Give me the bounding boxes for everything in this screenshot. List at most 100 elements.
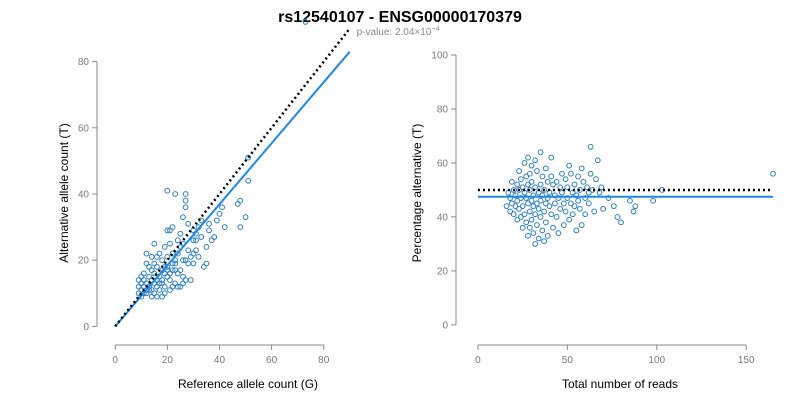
left-data-point	[174, 270, 181, 277]
right-data-point	[575, 173, 581, 180]
right-data-point	[630, 208, 637, 215]
right-data-point	[537, 197, 544, 204]
left-data-point	[206, 220, 212, 227]
right-data-point	[584, 184, 590, 191]
left-x-tick-label: 80	[318, 355, 330, 366]
right-data-point	[539, 192, 546, 199]
right-data-point	[530, 203, 537, 210]
left-y-tick-label: 80	[78, 57, 90, 68]
left-data-point	[148, 267, 155, 274]
right-data-point	[512, 203, 519, 210]
right-data-point	[526, 208, 533, 215]
right-data-point	[573, 227, 580, 234]
left-data-point	[221, 224, 228, 230]
right-data-point	[559, 189, 565, 196]
right-data-point	[516, 187, 522, 193]
right-data-point	[580, 178, 587, 185]
left-data-point	[138, 273, 145, 280]
left-data-point	[198, 217, 205, 224]
left-data-point	[174, 237, 181, 244]
left-data-point	[164, 227, 171, 234]
right-data-point	[544, 195, 551, 201]
right-data-point	[587, 143, 594, 150]
right-data-point	[618, 219, 624, 226]
left-data-point	[213, 217, 220, 224]
right-data-point	[519, 203, 526, 210]
right-data-point	[559, 170, 565, 177]
right-data-point	[551, 200, 558, 207]
left-y-tick-label: 40	[78, 190, 90, 201]
left-data-point	[174, 250, 181, 257]
left-data-point	[138, 280, 145, 287]
right-data-point	[537, 214, 544, 220]
left-data-point	[159, 280, 166, 287]
right-data-point	[542, 219, 549, 226]
right-data-point	[503, 203, 510, 210]
left-data-point	[185, 220, 192, 227]
right-data-point	[555, 195, 562, 201]
left-data-point	[200, 263, 207, 270]
left-panel: Reference allele count (G) Alternative a…	[57, 19, 351, 391]
left-data-point	[172, 260, 179, 267]
right-y-tick-label: 100	[431, 51, 448, 62]
right-data-point	[509, 200, 515, 207]
left-y-tick-label: 20	[78, 256, 90, 267]
right-data-point	[582, 195, 589, 201]
right-y-tick-label: 20	[437, 266, 449, 277]
left-data-point	[164, 187, 171, 194]
left-data-point	[237, 224, 244, 230]
right-data-point	[566, 216, 573, 223]
left-data-point	[154, 293, 160, 300]
right-x-axis-label: Total number of reads	[562, 377, 678, 391]
right-data-point	[557, 205, 564, 212]
right-data-point	[526, 224, 533, 231]
left-data-point	[156, 287, 163, 293]
right-data-point	[546, 203, 553, 210]
left-data-point	[208, 237, 215, 244]
left-data-point	[206, 227, 212, 234]
right-data-point	[542, 200, 549, 207]
right-data-point	[568, 170, 574, 177]
right-x-tick-label: 50	[562, 355, 574, 366]
left-data-point	[172, 267, 179, 274]
right-data-point	[627, 197, 633, 204]
right-data-point	[553, 178, 560, 185]
left-data-point	[169, 224, 176, 230]
left-data-point	[140, 277, 147, 283]
right-y-tick-label: 40	[437, 212, 449, 223]
left-data-point	[198, 234, 205, 240]
right-data-point	[530, 192, 537, 199]
right-data-point	[534, 200, 540, 207]
right-data-point	[553, 214, 560, 220]
right-data-point	[517, 176, 524, 183]
left-data-point	[159, 293, 166, 300]
left-data-point	[164, 273, 171, 280]
right-data-point	[541, 208, 548, 215]
left-data-point	[180, 273, 186, 280]
right-data-point	[614, 214, 621, 220]
left-data-point	[302, 19, 309, 25]
right-data-point	[550, 224, 556, 231]
right-data-point	[525, 154, 531, 161]
right-data-point	[578, 165, 585, 172]
right-data-point	[516, 205, 522, 212]
left-data-point	[177, 267, 184, 274]
subtitle-exponent: −4	[431, 26, 439, 33]
right-data-point	[542, 165, 549, 172]
right-data-point	[770, 170, 776, 177]
left-data-point	[167, 277, 173, 283]
left-data-point	[185, 260, 192, 267]
left-data-point	[135, 283, 142, 290]
right-data-point	[594, 157, 601, 164]
left-data-point	[177, 230, 184, 237]
left-data-point	[203, 260, 210, 267]
right-data-point	[573, 192, 580, 199]
right-data-point	[510, 187, 517, 193]
left-data-point	[154, 283, 160, 290]
right-data-point	[575, 197, 581, 204]
right-data-point	[528, 197, 535, 204]
right-data-point	[532, 157, 539, 164]
right-data-point	[525, 232, 531, 239]
left-data-point	[182, 204, 189, 211]
